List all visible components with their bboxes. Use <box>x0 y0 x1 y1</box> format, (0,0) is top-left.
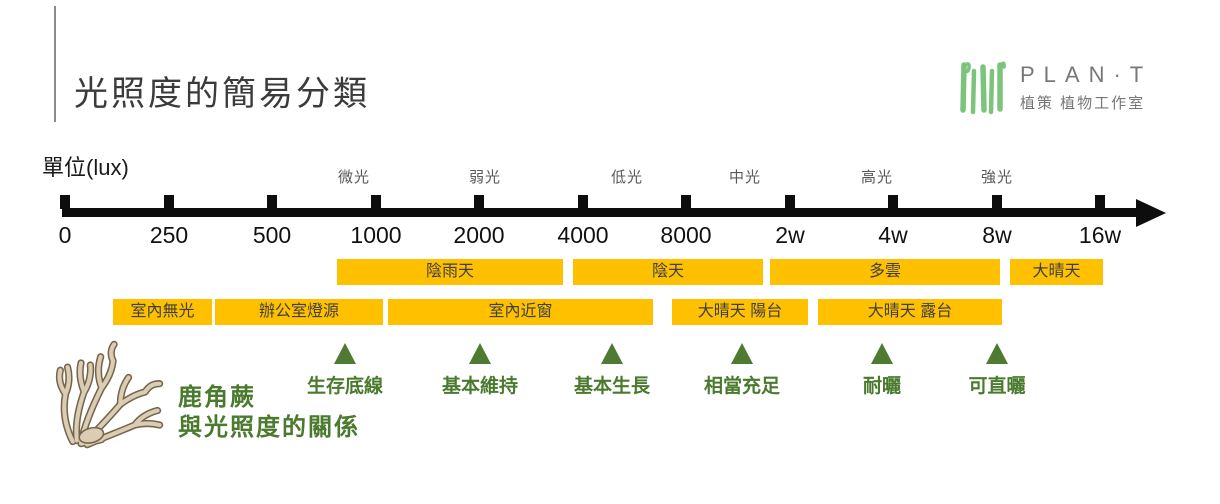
light-level-label: 低光 <box>610 169 644 186</box>
axis-tick-label: 8000 <box>660 222 712 248</box>
axis-tick <box>474 195 484 209</box>
condition-bar: 大晴天 <box>1010 259 1103 285</box>
axis-tick-label: 500 <box>252 222 292 248</box>
page-title: 光照度的簡易分類 <box>74 75 370 113</box>
marker-triangle-icon <box>469 343 491 364</box>
axis-unit-label: 單位(lux) <box>42 155 129 180</box>
axis-tick-label: 250 <box>149 222 189 248</box>
condition-bar: 大晴天 陽台 <box>672 299 808 325</box>
axis-tick-label: 2w <box>775 222 805 248</box>
axis-tick-label: 8w <box>982 222 1012 248</box>
axis-tick <box>1095 195 1105 209</box>
light-level-label: 微光 <box>337 169 371 186</box>
axis-tick <box>681 195 691 209</box>
marker-label: 可直曬 <box>968 376 1026 397</box>
axis-tick-label: 0 <box>58 222 72 248</box>
marker-label: 耐曬 <box>862 376 902 397</box>
axis-tick-label: 4000 <box>557 222 609 248</box>
logo-subtitle: 植策 植物工作室 <box>1020 94 1146 112</box>
marker-triangle-icon <box>986 343 1008 364</box>
title-accent-line <box>54 6 56 122</box>
axis-line <box>62 208 1138 217</box>
condition-bar: 大晴天 露台 <box>818 299 1002 325</box>
condition-bar: 多雲 <box>770 259 1000 285</box>
axis-tick <box>888 195 898 209</box>
condition-bar: 辦公室燈源 <box>215 299 383 325</box>
logo-text-block: PLAN·T 植策 植物工作室 <box>1020 62 1152 113</box>
light-level-label: 高光 <box>860 169 894 186</box>
axis-tick-label: 2000 <box>453 222 505 248</box>
axis-tick <box>60 195 70 209</box>
axis-tick-label: 1000 <box>350 222 402 248</box>
condition-bar: 室內近窗 <box>388 299 653 325</box>
marker-label: 相當充足 <box>703 376 781 397</box>
marker-label: 基本維持 <box>441 376 519 397</box>
relation-label: 與光照度的關係 <box>178 414 360 441</box>
marker-label: 基本生長 <box>573 376 651 397</box>
plant-name-label: 鹿角蕨 <box>178 384 256 411</box>
axis-tick <box>785 195 795 209</box>
staghorn-fern-illustration <box>50 338 172 450</box>
light-level-label: 弱光 <box>468 169 502 186</box>
axis-tick <box>371 195 381 209</box>
marker-triangle-icon <box>871 343 893 364</box>
condition-bar: 陰天 <box>573 259 763 285</box>
axis-tick <box>164 195 174 209</box>
marker-label: 生存底線 <box>306 376 384 397</box>
plant-logo-icon <box>960 61 1006 115</box>
light-level-label: 強光 <box>980 169 1014 186</box>
logo-wordmark: PLAN·T <box>1020 61 1153 87</box>
axis-tick <box>578 195 588 209</box>
axis-tick-label: 16w <box>1078 222 1122 248</box>
axis-tick <box>992 195 1002 209</box>
light-level-label: 中光 <box>728 169 762 186</box>
axis-tick-label: 4w <box>878 222 908 248</box>
plant-logo: PLAN·T 植策 植物工作室 <box>956 58 1152 116</box>
marker-triangle-icon <box>731 343 753 364</box>
axis-tick <box>267 195 277 209</box>
condition-bar: 室內無光 <box>113 299 212 325</box>
axis-arrowhead-icon <box>1136 199 1166 227</box>
condition-bar: 陰雨天 <box>337 259 563 285</box>
marker-triangle-icon <box>601 343 623 364</box>
marker-triangle-icon <box>334 343 356 364</box>
